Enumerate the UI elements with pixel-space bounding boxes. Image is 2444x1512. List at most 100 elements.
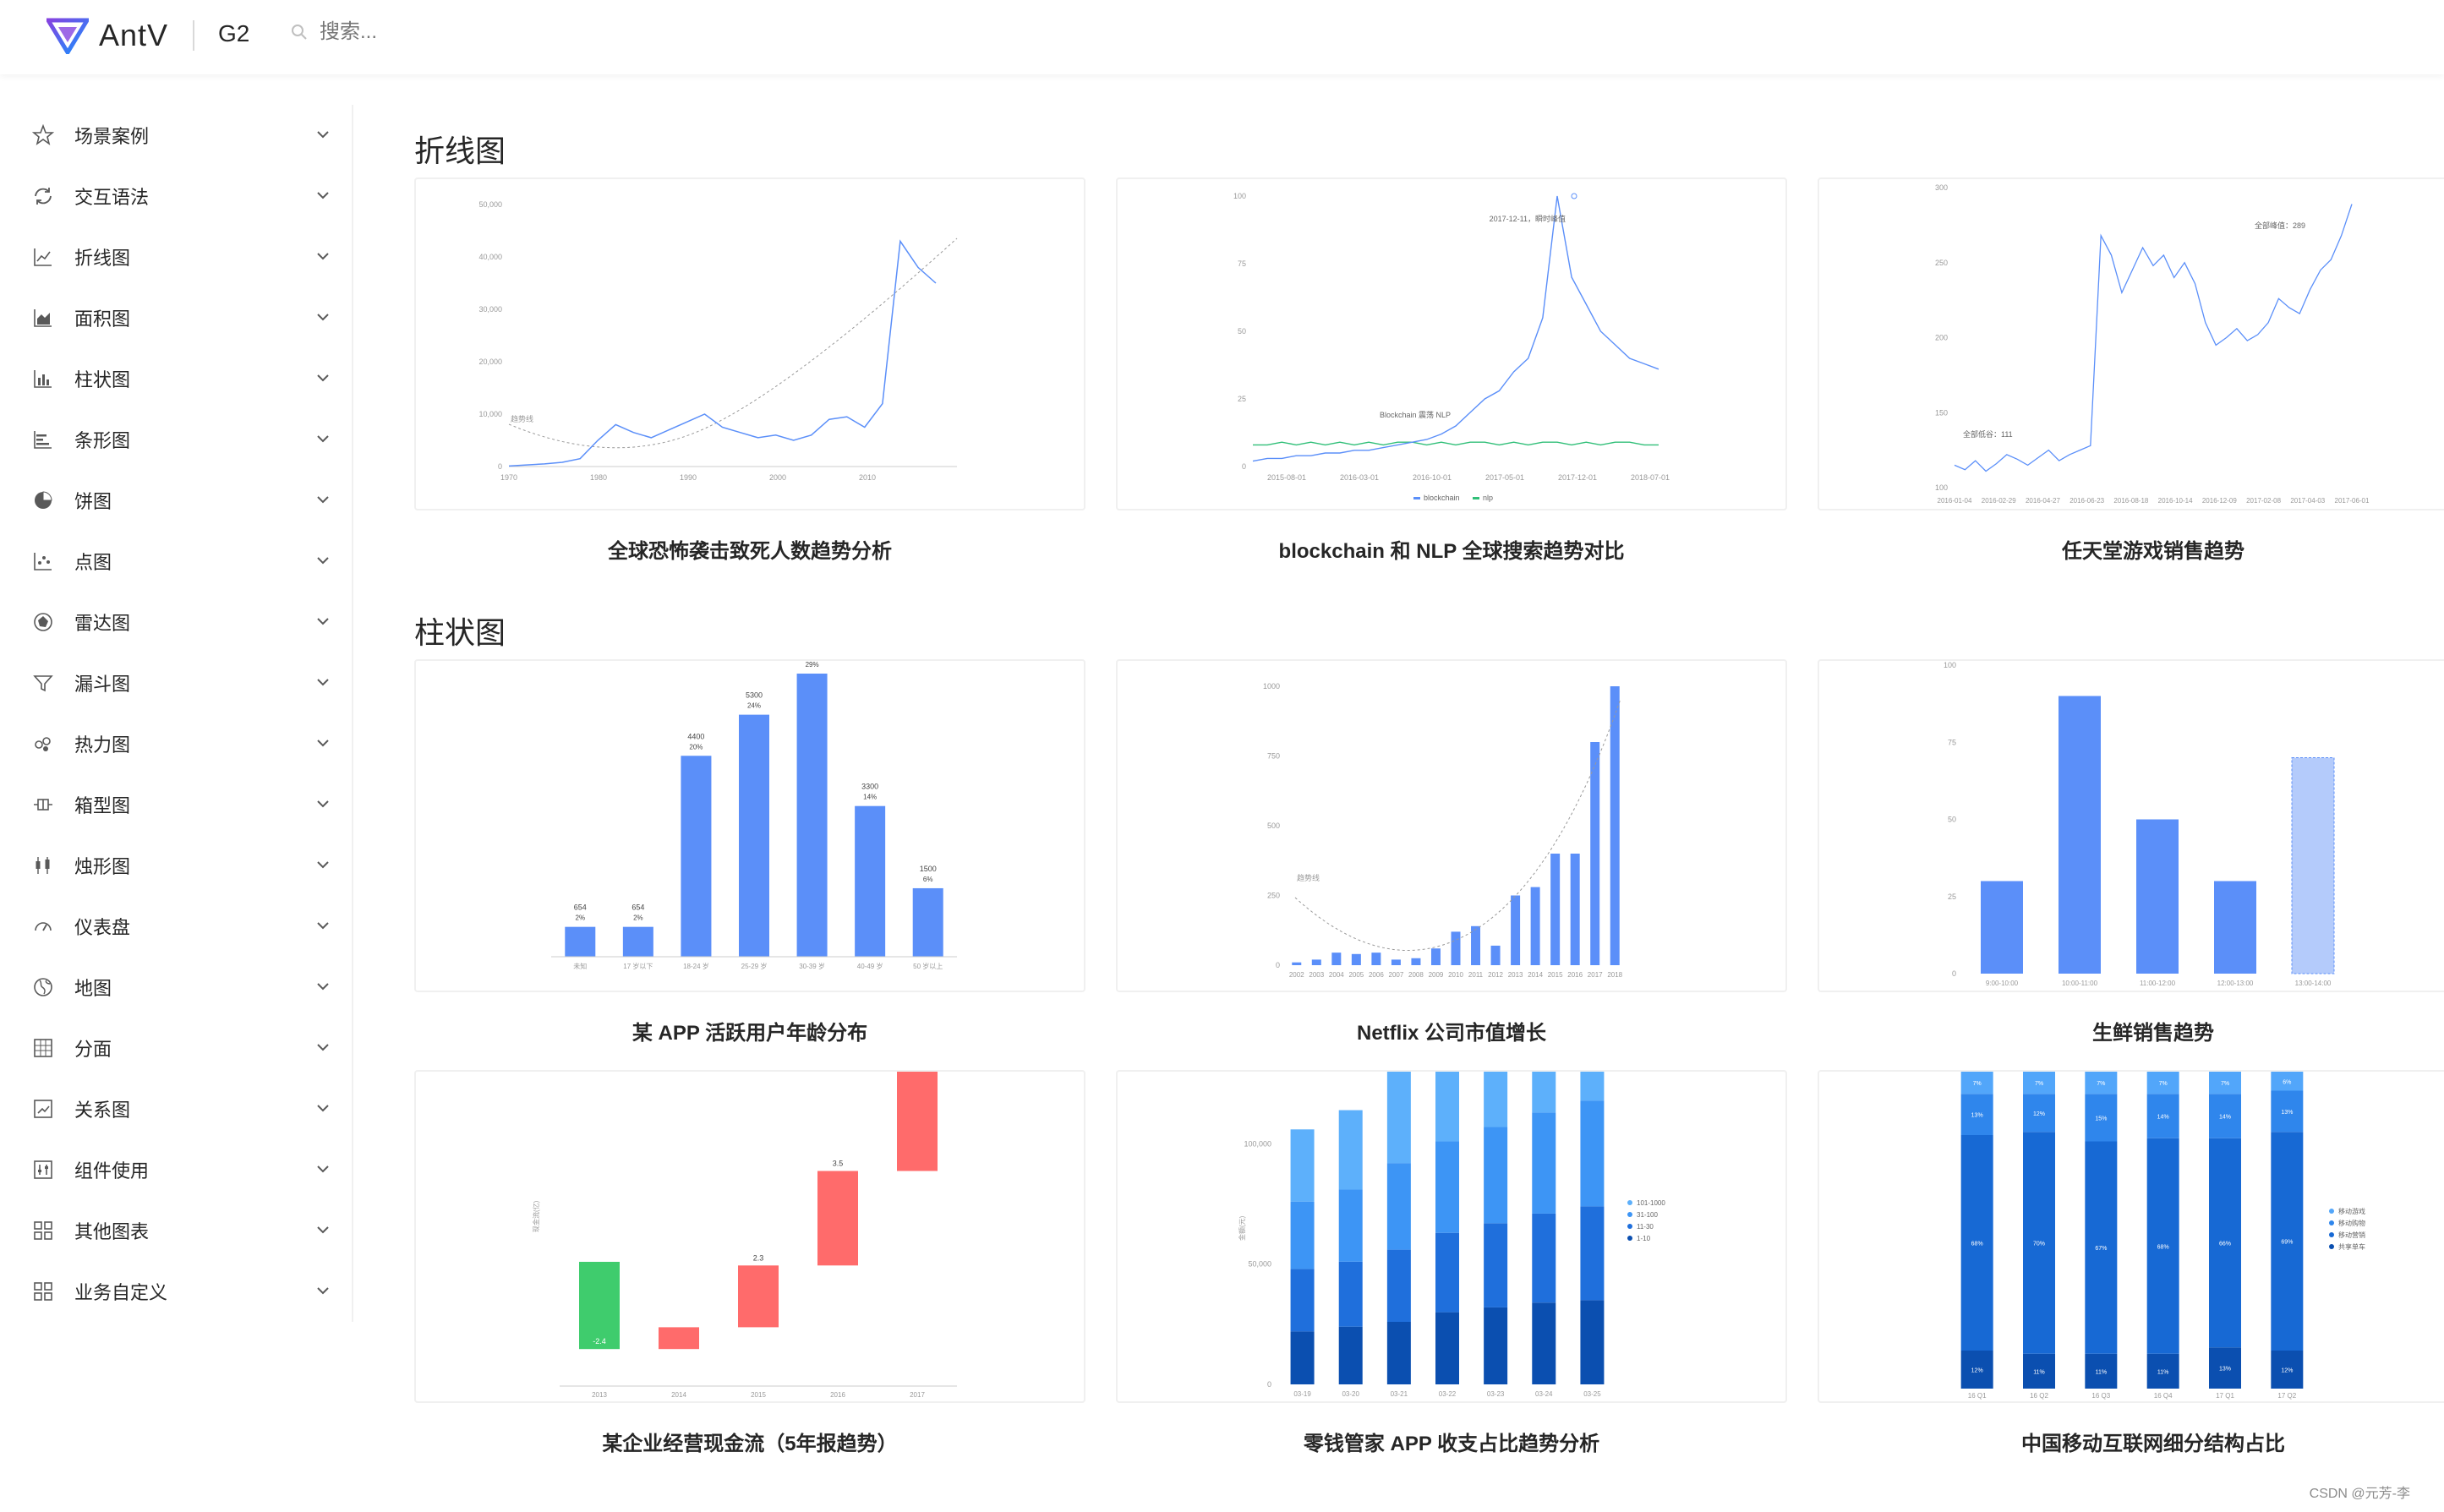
sidebar: 场景案例交互语法 折线图 面积图 柱状图 条形图 饼图 点图 雷达图 漏斗图 热力图 箱型图 烛形图仪… xyxy=(0,105,353,1322)
sidebar-item[interactable]: 雷达图 xyxy=(0,592,352,652)
x-tick-label: 2017-12-01 xyxy=(1558,473,1597,482)
chart-thumbnail[interactable]: 12% 68% 13% 7% 16 Q1 11% 70% 12% 7% 16 Q2 11% 67% 15… xyxy=(1818,1070,2444,1403)
sidebar-item[interactable]: 其他图表 xyxy=(0,1200,352,1261)
bar-segment xyxy=(1532,1112,1556,1214)
segment-value-label: 15% xyxy=(2095,1116,2107,1122)
chevron-down-icon[interactable] xyxy=(316,433,330,448)
search-input[interactable] xyxy=(320,20,573,44)
chart-thumbnail[interactable]: 654 2% 未知 654 2% 17 岁以下 4400 20% 18-24 岁 5300 24% 2… xyxy=(414,659,1085,992)
sidebar-item[interactable]: 饼图 xyxy=(0,470,352,531)
search-box[interactable] xyxy=(291,20,573,44)
chevron-down-icon[interactable] xyxy=(316,250,330,265)
example-card[interactable]: 现金流(亿)-2.4201320142.320153.520165.42017 … xyxy=(414,1070,1085,1455)
blockchain-line-chart: 0 25 50 75 100 2015-08-01 2016-03-01 2016-10-01… xyxy=(1233,192,1670,502)
legend-marker xyxy=(1627,1224,1632,1229)
card-title[interactable]: 全球恐怖袭击致死人数趋势分析 xyxy=(608,540,892,563)
chevron-down-icon[interactable] xyxy=(316,189,330,205)
x-tick-label: 40-49 岁 xyxy=(857,962,883,970)
x-tick-label: 2017-02-08 xyxy=(2246,497,2281,505)
x-tick-label: 25-29 岁 xyxy=(741,962,768,970)
x-tick-label: 03-24 xyxy=(1535,1390,1553,1398)
sidebar-item[interactable]: 分面 xyxy=(0,1018,352,1078)
sidebar-item[interactable]: 烛形图 xyxy=(0,835,352,896)
chart-thumbnail[interactable]: 0 25 50 75 100 9:00-10:00 10:00-11:00 11:00-12:… xyxy=(1818,659,2444,992)
example-card[interactable]: 0 25 50 75 100 2015-08-01 2016-03-01 2016-10-01… xyxy=(1116,177,1787,563)
bar-segment xyxy=(1435,1141,1459,1233)
chevron-down-icon[interactable] xyxy=(316,859,330,874)
example-card[interactable]: 0 250 500 750 1000 2002 2003 2004 2005 2006 2007 20… xyxy=(1116,659,1787,1045)
chart-thumbnail[interactable]: 0 50,000 100,000 金额(元) 03-19 03-20 03-21 03-22 0… xyxy=(1116,1070,1787,1403)
segment-value-label: 68% xyxy=(1971,1242,1983,1247)
chevron-down-icon[interactable] xyxy=(316,1224,330,1239)
chevron-down-icon[interactable] xyxy=(316,1041,330,1056)
chart-thumbnail[interactable]: 0 25 50 75 100 2015-08-01 2016-03-01 2016-10-01… xyxy=(1116,177,1787,510)
card-title[interactable]: 零钱管家 APP 收支占比趋势分析 xyxy=(1303,1433,1600,1455)
card-title[interactable]: Netflix 公司市值增长 xyxy=(1356,1022,1546,1045)
bar xyxy=(659,1327,699,1350)
y-tick-label: 40,000 xyxy=(478,253,502,261)
sidebar-item-label: 场景案例 xyxy=(74,126,150,147)
sidebar-item[interactable]: 业务自定义 xyxy=(0,1261,352,1322)
y-tick-label: 75 xyxy=(1238,259,1246,268)
chevron-down-icon[interactable] xyxy=(316,311,330,326)
chevron-down-icon[interactable] xyxy=(316,1285,330,1300)
chevron-down-icon[interactable] xyxy=(316,798,330,813)
bar-segment xyxy=(1386,1249,1411,1322)
x-tick-label: 2016-03-01 xyxy=(1340,473,1379,482)
card-title[interactable]: 生鲜销售趋势 xyxy=(2092,1022,2214,1045)
chevron-down-icon[interactable] xyxy=(316,494,330,509)
card-title[interactable]: 某企业经营现金流（5年报趋势） xyxy=(602,1433,898,1455)
antv-logo[interactable]: AntV xyxy=(46,17,168,54)
sidebar-item[interactable]: 仪表盘 xyxy=(0,896,352,957)
x-tick-label: 03-23 xyxy=(1487,1390,1505,1398)
sidebar-item[interactable]: 条形图 xyxy=(0,409,352,470)
bar-segment xyxy=(1960,1135,1993,1351)
example-card[interactable]: 100 150 200 250 300 2016-01-04 2016-02-29 2016-… xyxy=(1818,177,2444,563)
bar-segment xyxy=(1435,1312,1459,1384)
x-tick-label: 2000 xyxy=(769,473,786,482)
chart-thumbnail[interactable]: 100 150 200 250 300 2016-01-04 2016-02-29 2016-… xyxy=(1818,177,2444,510)
sidebar-item[interactable]: 箱型图 xyxy=(0,774,352,835)
search-icon xyxy=(292,25,307,40)
card-title[interactable]: blockchain 和 NLP 全球搜索趋势对比 xyxy=(1278,540,1625,563)
sidebar-item[interactable]: 组件使用 xyxy=(0,1139,352,1200)
chevron-down-icon[interactable] xyxy=(316,920,330,935)
sidebar-item[interactable]: 点图 xyxy=(0,531,352,592)
chevron-down-icon[interactable] xyxy=(316,372,330,387)
sidebar-item-label: 仪表盘 xyxy=(74,917,131,938)
chevron-down-icon[interactable] xyxy=(316,676,330,691)
sidebar-item-label: 地图 xyxy=(74,978,112,999)
chevron-down-icon[interactable] xyxy=(316,980,330,996)
example-card[interactable]: 654 2% 未知 654 2% 17 岁以下 4400 20% 18-24 岁 5300 24% 2… xyxy=(414,659,1085,1045)
example-card[interactable]: 0 25 50 75 100 9:00-10:00 10:00-11:00 11:00-12:… xyxy=(1818,659,2444,1045)
sidebar-item[interactable]: 地图 xyxy=(0,957,352,1018)
card-title[interactable]: 任天堂游戏销售趋势 xyxy=(2062,540,2244,563)
sidebar-item[interactable]: 交互语法 xyxy=(0,166,352,227)
chevron-down-icon[interactable] xyxy=(316,1163,330,1178)
component-icon xyxy=(32,1159,54,1181)
product-name[interactable]: G2 xyxy=(218,20,250,46)
x-tick-label: 未知 xyxy=(573,962,587,970)
sidebar-item[interactable]: 漏斗图 xyxy=(0,652,352,713)
bar-segment xyxy=(1290,1201,1315,1269)
sidebar-item[interactable]: 热力图 xyxy=(0,713,352,774)
example-card[interactable]: 0 50,000 100,000 金额(元) 03-19 03-20 03-21 03-22 0… xyxy=(1116,1070,1787,1455)
sidebar-item[interactable]: 柱状图 xyxy=(0,348,352,409)
chevron-down-icon[interactable] xyxy=(316,1102,330,1117)
card-title[interactable]: 中国移动互联网细分结构占比 xyxy=(2021,1433,2285,1455)
chevron-down-icon[interactable] xyxy=(316,737,330,752)
chart-thumbnail[interactable]: 0 10,000 20,000 30,000 40,000 50,000 1970 1980 1… xyxy=(414,177,1085,510)
sidebar-item[interactable]: 场景案例 xyxy=(0,105,352,166)
sidebar-item[interactable]: 折线图 xyxy=(0,227,352,287)
card-title[interactable]: 某 APP 活跃用户年龄分布 xyxy=(632,1022,868,1045)
sidebar-item[interactable]: 面积图 xyxy=(0,287,352,348)
chart-thumbnail[interactable]: 0 250 500 750 1000 2002 2003 2004 2005 2006 2007 20… xyxy=(1116,659,1787,992)
chevron-down-icon[interactable] xyxy=(316,128,330,144)
bar-segment xyxy=(1386,1322,1411,1384)
example-card[interactable]: 12% 68% 13% 7% 16 Q1 11% 70% 12% 7% 16 Q2 11% 67% 15… xyxy=(1818,1070,2444,1455)
sidebar-item[interactable]: 关系图 xyxy=(0,1078,352,1139)
chevron-down-icon[interactable] xyxy=(316,554,330,570)
example-card[interactable]: 0 10,000 20,000 30,000 40,000 50,000 1970 1980 1… xyxy=(414,177,1085,563)
chevron-down-icon[interactable] xyxy=(316,615,330,630)
